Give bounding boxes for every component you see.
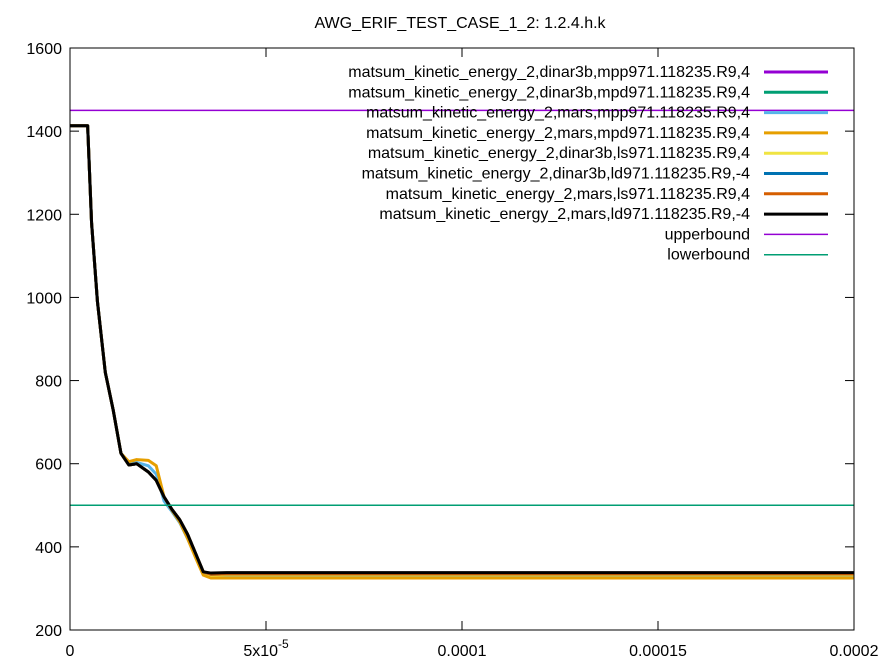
y-tick-label: 400 — [35, 540, 62, 557]
legend-label: matsum_kinetic_energy_2,dinar3b,mpd971.1… — [348, 84, 750, 101]
legend: matsum_kinetic_energy_2,dinar3b,mpp971.1… — [348, 64, 828, 264]
x-tick-label: 0.00015 — [629, 643, 687, 660]
ticks-layer: 200 400 600 800 1000 1200 1400 1600 0 5x10-5 0.000… — [26, 41, 878, 660]
x-tick-label: 0.0002 — [830, 643, 879, 660]
legend-label: matsum_kinetic_energy_2,mars,ld971.11823… — [379, 206, 750, 223]
legend-label: matsum_kinetic_energy_2,mars,ls971.11823… — [386, 186, 750, 203]
legend-label: matsum_kinetic_energy_2,dinar3b,ld971.11… — [362, 166, 751, 183]
x-tick-label: 0 — [66, 643, 75, 660]
y-tick-label: 200 — [35, 623, 62, 640]
legend-label: upperbound — [665, 226, 750, 243]
legend-label: matsum_kinetic_energy_2,mars,mpp971.1182… — [366, 105, 750, 122]
y-tick-label: 1000 — [26, 290, 62, 307]
y-tick-label: 1600 — [26, 41, 62, 58]
series-layer — [70, 109, 854, 580]
y-tick-label: 600 — [35, 457, 62, 474]
chart-title: AWG_ERIF_TEST_CASE_1_2: 1.2.4.h.k — [314, 15, 606, 32]
legend-label: matsum_kinetic_energy_2,dinar3b,ls971.11… — [368, 145, 750, 162]
y-tick-label: 800 — [35, 374, 62, 391]
y-tick-label: 1400 — [26, 124, 62, 141]
legend-label: matsum_kinetic_energy_2,mars,mpd971.1182… — [366, 125, 750, 142]
y-tick-label: 1200 — [26, 207, 62, 224]
x-tick-label: 5x10-5 — [243, 637, 289, 660]
legend-label: matsum_kinetic_energy_2,dinar3b,mpp971.1… — [348, 64, 750, 81]
legend-label: lowerbound — [667, 247, 750, 264]
x-tick-label: 0.0001 — [438, 643, 487, 660]
series-line-8 — [70, 124, 854, 575]
